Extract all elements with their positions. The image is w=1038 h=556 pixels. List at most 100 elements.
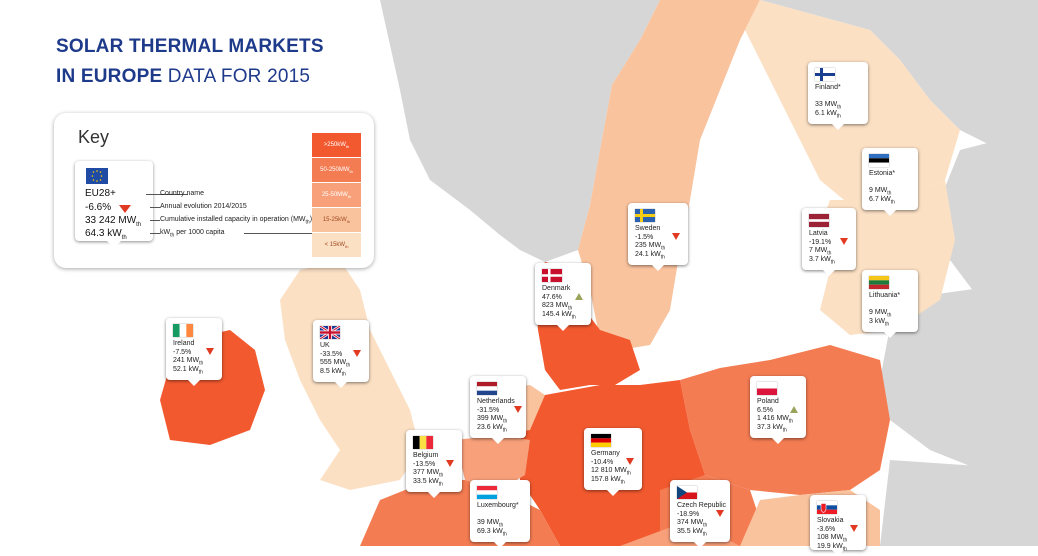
norway-region (380, 0, 660, 262)
down-arrow-icon (514, 406, 522, 413)
country-name: Latvia (809, 230, 828, 237)
country-card-uk: UK -33.5% 555 MWth 8.5 kWth (313, 320, 369, 388)
country-evolution: -10.4% (591, 458, 614, 466)
belarus-region (880, 280, 1038, 470)
key-leader-line (244, 233, 312, 234)
map-title-rest: DATA FOR 2015 (162, 66, 311, 87)
slovakia-flag-icon (817, 501, 837, 514)
denmark-flag-icon (542, 269, 562, 282)
belgium-region (455, 435, 530, 490)
country-name: UK (320, 342, 330, 349)
country-evolution: 47.6% (542, 293, 562, 301)
country-capacity: 9 MWth (869, 309, 892, 319)
germany-flag-icon (591, 434, 611, 447)
key-leader-line (150, 207, 160, 208)
legend-50-250: 50-250MWth (312, 158, 361, 182)
country-card-finland: Finland* 33 MWth 6.1 kWth (808, 62, 868, 130)
up-arrow-icon (575, 293, 583, 300)
key-title: Key (78, 127, 110, 147)
key-leader-line (146, 194, 188, 195)
country-card-netherlands: Netherlands -31.5% 399 MWth 23.6 kWth (470, 376, 526, 444)
country-evolution: -3.6% (817, 525, 836, 533)
country-per-capita: 3.7 kWth (809, 255, 835, 265)
country-capacity: 9 MWth (869, 187, 892, 197)
country-capacity: 7 MWth (809, 247, 832, 257)
country-capacity: 108 MWth (817, 534, 848, 544)
country-card-denmark: Denmark 47.6% 823 MWth 145.4 kWth (535, 263, 591, 331)
country-capacity: 241 MWth (173, 357, 204, 367)
country-card-estonia: Estonia* 9 MWth 6.7 kWth (862, 148, 918, 216)
country-evolution: -18.9% (677, 510, 700, 518)
country-card-czech: Czech Republic -18.9% 374 MWth 35.5 kWth (670, 480, 730, 548)
lithuania-flag-icon (869, 276, 889, 289)
country-per-capita: 19.9 kWth (817, 542, 847, 552)
latvia-flag-icon (809, 214, 829, 227)
russia-east-region (940, 130, 1038, 300)
russia-north-region (760, 0, 1038, 150)
country-name: Finland* (815, 84, 841, 91)
key-panel: Key EU28+ -6.6% 33 242 MWth 64.3 kWth Co… (54, 113, 374, 268)
country-evolution: -19.1% (809, 238, 832, 246)
country-evolution: 6.5% (757, 406, 773, 414)
down-arrow-icon (119, 205, 131, 213)
legend-gt250: >250kWth (312, 133, 361, 157)
down-arrow-icon (626, 458, 634, 465)
country-name: Germany (591, 450, 620, 457)
key-card-evolution: -6.6% (85, 202, 112, 213)
down-arrow-icon (353, 350, 361, 357)
country-card-lithuania: Lithuania* 9 MWth 3 kWth (862, 270, 918, 338)
key-desc-evolution: Annual evolution 2014/2015 (160, 203, 247, 210)
czech-flag-icon (677, 486, 697, 499)
country-capacity: 235 MWth (635, 242, 666, 252)
key-card-name: EU28+ (85, 188, 116, 199)
country-card-latvia: Latvia -19.1% 7 MWth 3.7 kWth (802, 208, 856, 276)
down-arrow-icon (850, 525, 858, 532)
country-per-capita: 8.5 kWth (320, 367, 346, 377)
eu-flag-icon (86, 168, 108, 184)
country-name: Belgium (413, 452, 439, 459)
key-desc-name: Country name (160, 190, 204, 197)
country-capacity: 1 416 MWth (757, 415, 794, 425)
country-evolution: -7.5% (173, 348, 192, 356)
down-arrow-icon (840, 238, 848, 245)
ireland-flag-icon (173, 324, 193, 337)
map-title-line2: IN EUROPE DATA FOR 2015 (56, 66, 310, 88)
country-per-capita: 6.7 kWth (869, 195, 895, 205)
country-per-capita: 37.3 kWth (757, 423, 787, 433)
country-evolution: -33.5% (320, 350, 343, 358)
country-per-capita: 145.4 kWth (542, 310, 576, 320)
up-arrow-icon (790, 406, 798, 413)
country-per-capita: 6.1 kWth (815, 109, 841, 119)
legend-15-25: 15-25kWth (312, 208, 361, 232)
country-name: Ireland (173, 340, 195, 347)
country-capacity: 374 MWth (677, 519, 708, 529)
poland-flag-icon (757, 382, 777, 395)
luxembourg-flag-icon (477, 486, 497, 499)
country-per-capita: 23.6 kWth (477, 423, 507, 433)
country-card-luxembourg: Luxembourg* 39 MWth 69.3 kWth (470, 480, 530, 548)
country-card-sweden: Sweden -1.5% 235 MWth 24.1 kWth (628, 203, 688, 271)
country-name: Poland (757, 398, 779, 405)
down-arrow-icon (446, 460, 454, 467)
country-name: Luxembourg* (477, 502, 519, 509)
sweden-region (578, 0, 760, 350)
country-per-capita: 24.1 kWth (635, 250, 665, 260)
country-capacity: 555 MWth (320, 359, 351, 369)
country-capacity: 39 MWth (477, 519, 504, 529)
country-capacity: 823 MWth (542, 302, 573, 312)
down-arrow-icon (716, 510, 724, 517)
country-name: Sweden (635, 225, 661, 232)
legend-25-50: 25-50MWth (312, 183, 361, 207)
sweden-flag-icon (635, 209, 655, 222)
country-capacity: 399 MWth (477, 415, 508, 425)
finland-flag-icon (815, 68, 835, 81)
country-per-capita: 33.5 kWth (413, 477, 443, 487)
key-example-card: EU28+ -6.6% 33 242 MWth 64.3 kWth (75, 161, 153, 248)
country-evolution: -31.5% (477, 406, 500, 414)
country-per-capita: 3 kWth (869, 317, 890, 327)
country-capacity: 12 810 MWth (591, 467, 631, 477)
country-name: Lithuania* (869, 292, 901, 299)
country-name: Czech Republic (677, 502, 727, 509)
country-capacity: 33 MWth (815, 101, 842, 111)
belgium-flag-icon (413, 436, 433, 449)
